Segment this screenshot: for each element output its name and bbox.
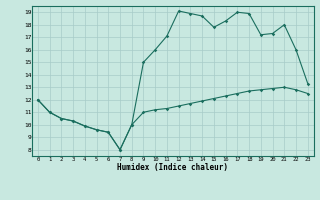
X-axis label: Humidex (Indice chaleur): Humidex (Indice chaleur) — [117, 163, 228, 172]
